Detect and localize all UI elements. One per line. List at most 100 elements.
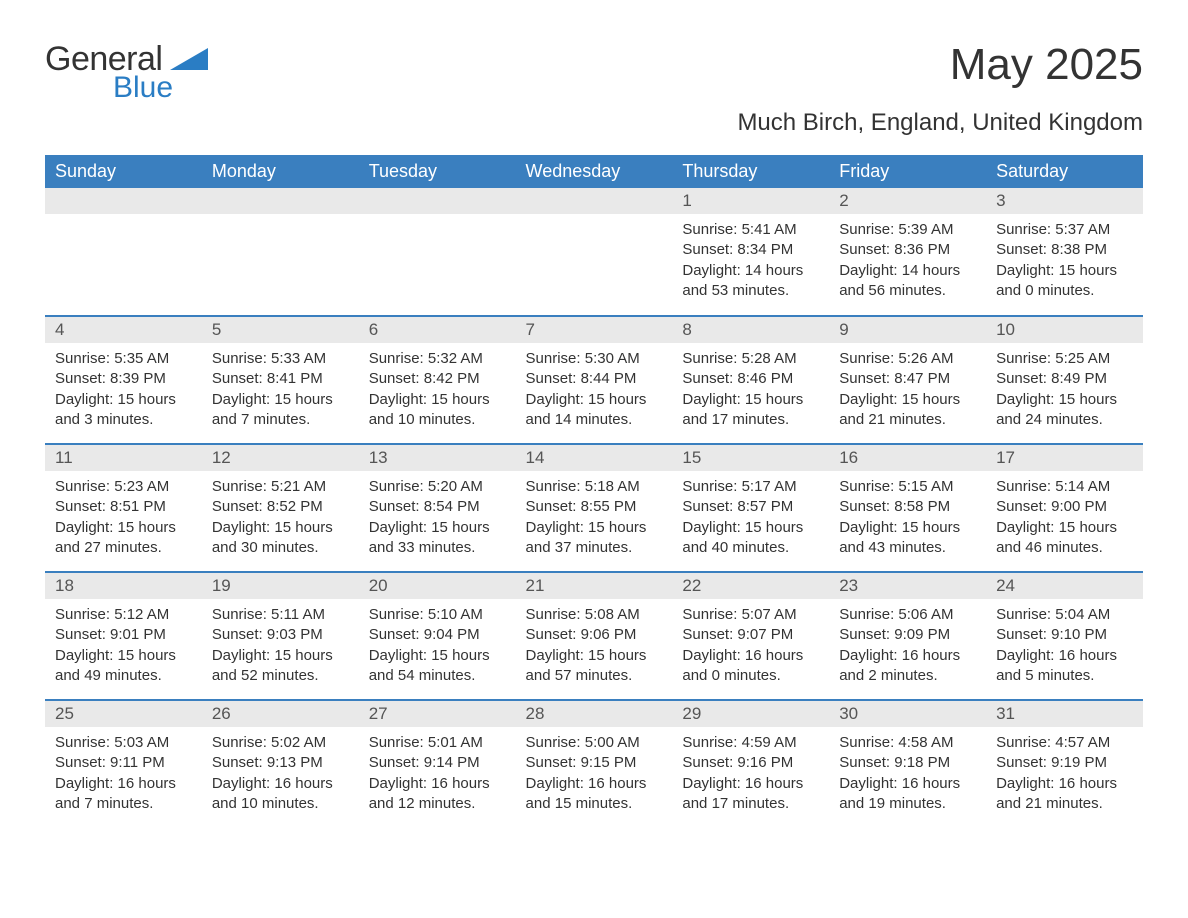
day-number: 2: [829, 188, 986, 214]
sunset-text: Sunset: 9:10 PM: [996, 625, 1133, 645]
calendar-cell: 5Sunrise: 5:33 AMSunset: 8:41 PMDaylight…: [202, 316, 359, 444]
sunset-text: Sunset: 8:42 PM: [369, 369, 506, 389]
calendar-cell: 28Sunrise: 5:00 AMSunset: 9:15 PMDayligh…: [516, 700, 673, 828]
sunset-text: Sunset: 8:36 PM: [839, 240, 976, 260]
calendar-week-row: 25Sunrise: 5:03 AMSunset: 9:11 PMDayligh…: [45, 700, 1143, 828]
sunset-text: Sunset: 9:16 PM: [682, 753, 819, 773]
day-details: Sunrise: 5:11 AMSunset: 9:03 PMDaylight:…: [202, 599, 359, 690]
day-number: 20: [359, 573, 516, 599]
calendar-cell: 25Sunrise: 5:03 AMSunset: 9:11 PMDayligh…: [45, 700, 202, 828]
day-details: Sunrise: 5:41 AMSunset: 8:34 PMDaylight:…: [672, 214, 829, 305]
day-details: Sunrise: 4:59 AMSunset: 9:16 PMDaylight:…: [672, 727, 829, 818]
daylight-text: Daylight: 16 hours and 19 minutes.: [839, 774, 976, 815]
sunset-text: Sunset: 9:04 PM: [369, 625, 506, 645]
sunset-text: Sunset: 9:19 PM: [996, 753, 1133, 773]
daylight-text: Daylight: 15 hours and 21 minutes.: [839, 390, 976, 431]
day-number: 13: [359, 445, 516, 471]
day-number: 19: [202, 573, 359, 599]
calendar-cell: 30Sunrise: 4:58 AMSunset: 9:18 PMDayligh…: [829, 700, 986, 828]
day-number: 29: [672, 701, 829, 727]
daylight-text: Daylight: 16 hours and 7 minutes.: [55, 774, 192, 815]
sunrise-text: Sunrise: 5:14 AM: [996, 477, 1133, 497]
header-bar: General Blue May 2025: [45, 40, 1143, 105]
calendar-cell: 14Sunrise: 5:18 AMSunset: 8:55 PMDayligh…: [516, 444, 673, 572]
sunset-text: Sunset: 9:14 PM: [369, 753, 506, 773]
daylight-text: Daylight: 16 hours and 12 minutes.: [369, 774, 506, 815]
calendar-week-row: 18Sunrise: 5:12 AMSunset: 9:01 PMDayligh…: [45, 572, 1143, 700]
daylight-text: Daylight: 15 hours and 3 minutes.: [55, 390, 192, 431]
sunset-text: Sunset: 8:58 PM: [839, 497, 976, 517]
day-number: 8: [672, 317, 829, 343]
sunrise-text: Sunrise: 5:02 AM: [212, 733, 349, 753]
calendar-cell: 12Sunrise: 5:21 AMSunset: 8:52 PMDayligh…: [202, 444, 359, 572]
daylight-text: Daylight: 15 hours and 14 minutes.: [526, 390, 663, 431]
daylight-text: Daylight: 15 hours and 40 minutes.: [682, 518, 819, 559]
day-number: 10: [986, 317, 1143, 343]
calendar-week-row: 11Sunrise: 5:23 AMSunset: 8:51 PMDayligh…: [45, 444, 1143, 572]
sunrise-text: Sunrise: 4:59 AM: [682, 733, 819, 753]
sunset-text: Sunset: 8:47 PM: [839, 369, 976, 389]
day-details: Sunrise: 5:14 AMSunset: 9:00 PMDaylight:…: [986, 471, 1143, 562]
sunrise-text: Sunrise: 5:33 AM: [212, 349, 349, 369]
calendar-cell: 24Sunrise: 5:04 AMSunset: 9:10 PMDayligh…: [986, 572, 1143, 700]
day-number: 31: [986, 701, 1143, 727]
sunset-text: Sunset: 9:03 PM: [212, 625, 349, 645]
day-details: Sunrise: 5:01 AMSunset: 9:14 PMDaylight:…: [359, 727, 516, 818]
calendar-cell: 10Sunrise: 5:25 AMSunset: 8:49 PMDayligh…: [986, 316, 1143, 444]
sunrise-text: Sunrise: 5:23 AM: [55, 477, 192, 497]
day-number: 4: [45, 317, 202, 343]
sunrise-text: Sunrise: 5:08 AM: [526, 605, 663, 625]
sunrise-text: Sunrise: 5:26 AM: [839, 349, 976, 369]
sunrise-text: Sunrise: 5:37 AM: [996, 220, 1133, 240]
calendar-cell: 9Sunrise: 5:26 AMSunset: 8:47 PMDaylight…: [829, 316, 986, 444]
daylight-text: Daylight: 16 hours and 0 minutes.: [682, 646, 819, 687]
calendar-cell: 17Sunrise: 5:14 AMSunset: 9:00 PMDayligh…: [986, 444, 1143, 572]
day-number: 26: [202, 701, 359, 727]
daylight-text: Daylight: 15 hours and 17 minutes.: [682, 390, 819, 431]
sunset-text: Sunset: 8:34 PM: [682, 240, 819, 260]
day-details: Sunrise: 5:02 AMSunset: 9:13 PMDaylight:…: [202, 727, 359, 818]
calendar-cell: 23Sunrise: 5:06 AMSunset: 9:09 PMDayligh…: [829, 572, 986, 700]
daylight-text: Daylight: 14 hours and 53 minutes.: [682, 261, 819, 302]
daylight-text: Daylight: 16 hours and 21 minutes.: [996, 774, 1133, 815]
day-number: 16: [829, 445, 986, 471]
day-details: Sunrise: 5:25 AMSunset: 8:49 PMDaylight:…: [986, 343, 1143, 434]
sunset-text: Sunset: 8:39 PM: [55, 369, 192, 389]
sunrise-text: Sunrise: 5:01 AM: [369, 733, 506, 753]
sunset-text: Sunset: 8:46 PM: [682, 369, 819, 389]
daylight-text: Daylight: 15 hours and 57 minutes.: [526, 646, 663, 687]
brand-logo: General Blue: [45, 40, 208, 105]
day-number: 30: [829, 701, 986, 727]
day-details: Sunrise: 5:33 AMSunset: 8:41 PMDaylight:…: [202, 343, 359, 434]
sunset-text: Sunset: 9:01 PM: [55, 625, 192, 645]
daylight-text: Daylight: 16 hours and 2 minutes.: [839, 646, 976, 687]
sunset-text: Sunset: 9:18 PM: [839, 753, 976, 773]
sunrise-text: Sunrise: 5:30 AM: [526, 349, 663, 369]
calendar-cell: 31Sunrise: 4:57 AMSunset: 9:19 PMDayligh…: [986, 700, 1143, 828]
calendar-cell: 27Sunrise: 5:01 AMSunset: 9:14 PMDayligh…: [359, 700, 516, 828]
day-details: Sunrise: 5:23 AMSunset: 8:51 PMDaylight:…: [45, 471, 202, 562]
day-details: Sunrise: 5:30 AMSunset: 8:44 PMDaylight:…: [516, 343, 673, 434]
calendar-cell: 7Sunrise: 5:30 AMSunset: 8:44 PMDaylight…: [516, 316, 673, 444]
calendar-cell: 18Sunrise: 5:12 AMSunset: 9:01 PMDayligh…: [45, 572, 202, 700]
calendar-cell: [516, 188, 673, 316]
calendar-cell: 22Sunrise: 5:07 AMSunset: 9:07 PMDayligh…: [672, 572, 829, 700]
sunrise-text: Sunrise: 4:58 AM: [839, 733, 976, 753]
sunrise-text: Sunrise: 5:15 AM: [839, 477, 976, 497]
sunrise-text: Sunrise: 5:17 AM: [682, 477, 819, 497]
calendar-cell: 29Sunrise: 4:59 AMSunset: 9:16 PMDayligh…: [672, 700, 829, 828]
day-details: Sunrise: 5:26 AMSunset: 8:47 PMDaylight:…: [829, 343, 986, 434]
weekday-header: Sunday: [45, 155, 202, 188]
day-number: 24: [986, 573, 1143, 599]
sunrise-text: Sunrise: 5:28 AM: [682, 349, 819, 369]
daylight-text: Daylight: 15 hours and 7 minutes.: [212, 390, 349, 431]
day-number: 6: [359, 317, 516, 343]
daylight-text: Daylight: 16 hours and 15 minutes.: [526, 774, 663, 815]
day-details: Sunrise: 5:03 AMSunset: 9:11 PMDaylight:…: [45, 727, 202, 818]
calendar-header-row: SundayMondayTuesdayWednesdayThursdayFrid…: [45, 155, 1143, 188]
sunrise-text: Sunrise: 5:32 AM: [369, 349, 506, 369]
sunset-text: Sunset: 8:52 PM: [212, 497, 349, 517]
day-details: Sunrise: 4:58 AMSunset: 9:18 PMDaylight:…: [829, 727, 986, 818]
brand-triangle-icon: [170, 48, 208, 75]
weekday-header: Monday: [202, 155, 359, 188]
